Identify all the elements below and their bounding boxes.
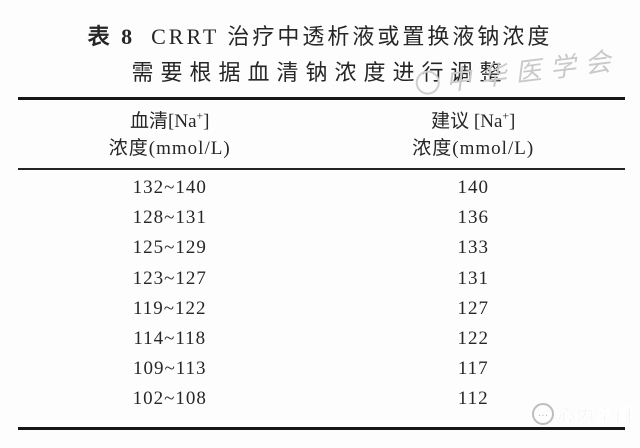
column-header-recommended: 建议 [Na+] 浓度(mmol/L) xyxy=(322,108,626,162)
table-row: 128~131 136 xyxy=(18,203,625,233)
serum-range: 125~129 xyxy=(132,237,207,259)
recommended-value: 117 xyxy=(457,358,489,380)
serum-range: 128~131 xyxy=(132,207,207,229)
table-row: 102~108 112 xyxy=(18,384,625,414)
serum-range: 102~108 xyxy=(132,388,207,410)
table-row: 109~113 117 xyxy=(18,354,625,384)
table-footer-gap xyxy=(18,415,625,427)
table-bottom-rule xyxy=(18,426,625,430)
serum-range: 132~140 xyxy=(132,177,207,199)
serum-range: 109~113 xyxy=(132,358,207,380)
title-line-2: 需要根据血清钠浓度进行调整 xyxy=(131,60,509,85)
table-row: 114~118 122 xyxy=(18,324,625,354)
recommended-header-pre: 建议 [Na xyxy=(431,111,503,132)
recommended-value: 127 xyxy=(457,297,489,319)
recommended-value: 136 xyxy=(457,207,489,229)
table-row: 125~129 133 xyxy=(18,233,625,263)
recommended-value: 133 xyxy=(457,237,489,259)
table-row: 119~122 127 xyxy=(18,294,625,324)
table-row: 123~127 131 xyxy=(18,264,625,294)
serum-range: 119~122 xyxy=(132,297,207,319)
column-header-serum: 血清[Na+] 浓度(mmol/L) xyxy=(18,108,322,162)
recommended-value: 140 xyxy=(457,177,489,199)
recommended-value: 122 xyxy=(457,328,489,350)
table-header-rule xyxy=(18,168,625,170)
recommended-value: 112 xyxy=(457,388,489,410)
table-row: 132~140 140 xyxy=(18,173,625,203)
table-header-row: 血清[Na+] 浓度(mmol/L) 建议 [Na+] 浓度(mmol/L) xyxy=(18,100,625,168)
superscript-plus: + xyxy=(196,109,204,123)
recommended-header-post: ] xyxy=(509,111,516,132)
table-title: 表 8 CRRT 治疗中透析液或置换液钠浓度 需要根据血清钠浓度进行调整 xyxy=(0,22,640,88)
serum-range: 114~118 xyxy=(133,328,207,350)
serum-range: 123~127 xyxy=(132,267,207,289)
recommended-header-line2: 浓度(mmol/L) xyxy=(412,138,535,159)
recommended-value: 131 xyxy=(457,267,489,289)
recommended-header-line1: 建议 [Na+] xyxy=(322,108,626,135)
table-number-label: 表 8 xyxy=(87,24,136,49)
table-top-rule xyxy=(18,97,625,100)
serum-header-pre: 血清[Na xyxy=(130,111,197,132)
serum-header-line2: 浓度(mmol/L) xyxy=(108,138,231,159)
data-table: 血清[Na+] 浓度(mmol/L) 建议 [Na+] 浓度(mmol/L) 1… xyxy=(18,97,625,430)
superscript-plus: + xyxy=(502,109,510,123)
serum-header-line1: 血清[Na+] xyxy=(18,108,322,135)
title-text: CRRT 治疗中透析液或置换液钠浓度 xyxy=(151,24,553,49)
table-body: 132~140 140 128~131 136 125~129 133 123~… xyxy=(18,170,625,415)
serum-header-post: ] xyxy=(203,111,210,132)
title-line-1: 表 8 CRRT 治疗中透析液或置换液钠浓度 xyxy=(0,22,640,52)
